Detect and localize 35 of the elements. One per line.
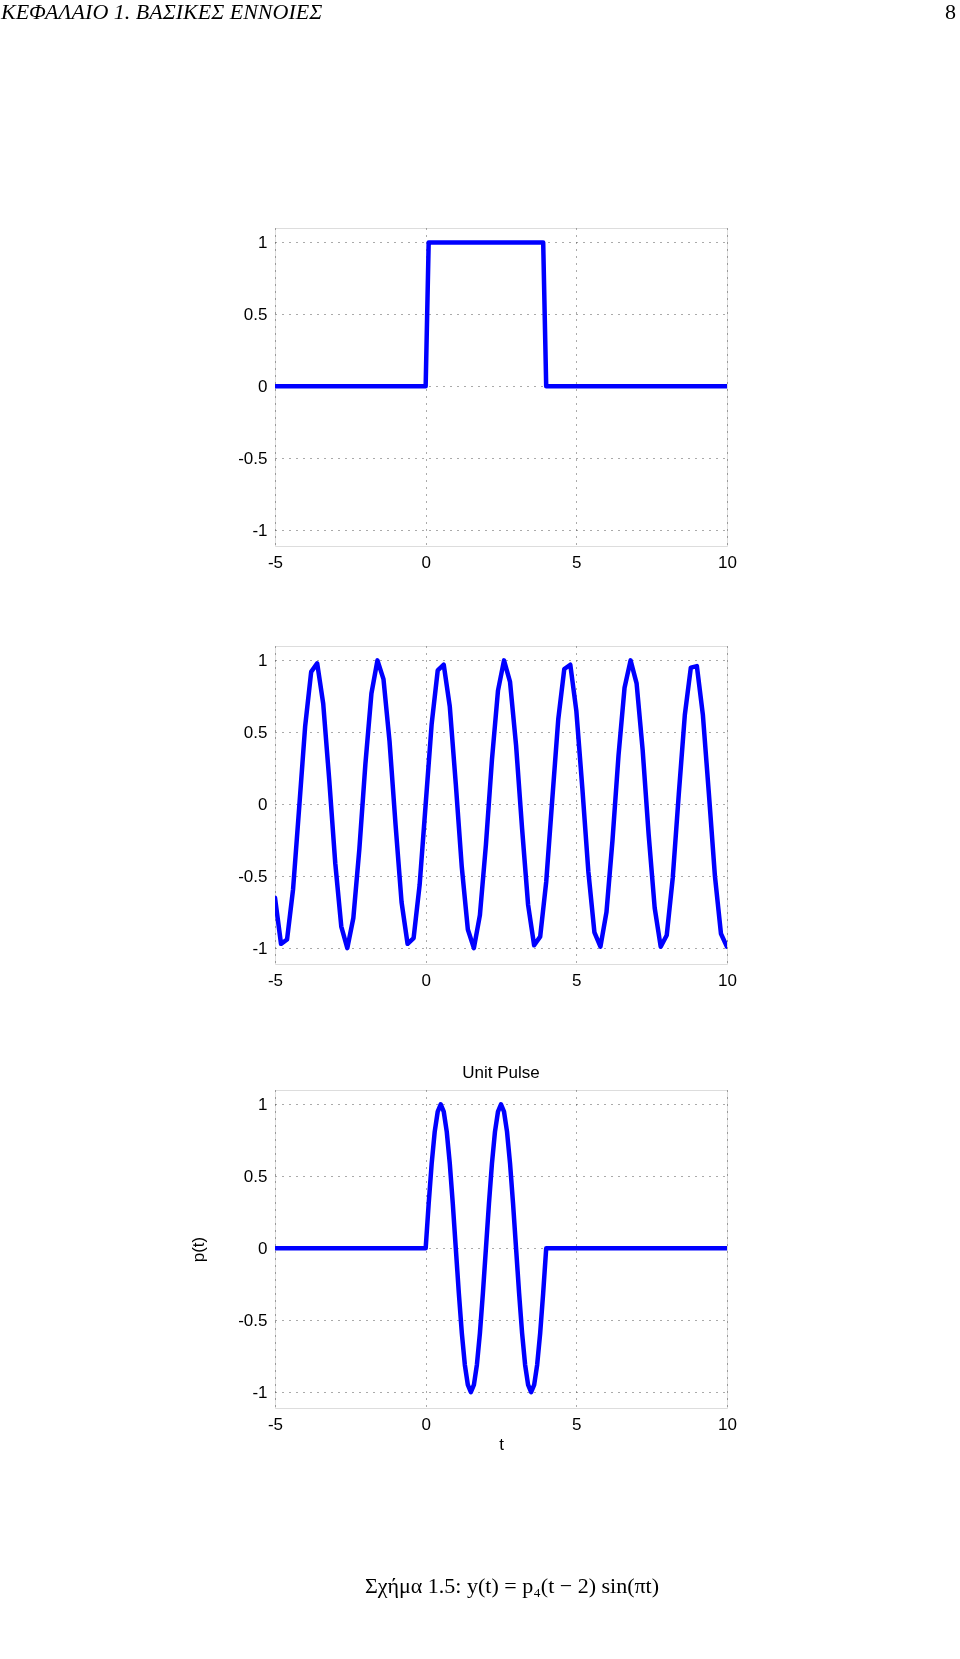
y-tick-label: -0.5	[238, 1310, 268, 1330]
y-tick-label: -1	[252, 1382, 268, 1402]
y-tick-label: 0.5	[243, 1166, 268, 1186]
y-tick-label: -0.5	[238, 866, 268, 886]
text: ΚΕΦΑΛΑΙΟ 1. ΒΑΣΙΚΕΣ ΕΝΝΟΙΕΣ	[0, 0, 323, 24]
x-tick-label: 0	[421, 970, 431, 990]
x-tick-label: 10	[718, 970, 737, 990]
x-tick-label: -5	[267, 1414, 284, 1434]
line-series	[275, 658, 727, 951]
text: 8	[945, 0, 956, 24]
y-tick-label: 0.5	[243, 304, 268, 324]
x-tick-label: 5	[572, 1414, 582, 1434]
y-tick-label: -1	[252, 520, 268, 540]
x-axis-title: t	[499, 1434, 505, 1454]
y-tick-label: -1	[252, 938, 268, 958]
x-tick-label: -5	[267, 552, 284, 572]
y-tick-label: 1	[258, 1094, 268, 1114]
y-tick-label: -0.5	[238, 448, 268, 468]
x-tick-label: -5	[267, 970, 284, 990]
line-series	[275, 1102, 727, 1395]
x-tick-label: 0	[421, 1414, 431, 1434]
text: Σχήμα 1.5: y(t) = p₄(t − 2) sin(πt)	[364, 1573, 660, 1598]
y-tick-label: 0	[258, 376, 268, 396]
x-tick-label: 5	[572, 552, 582, 572]
y-tick-label: 0	[258, 794, 268, 814]
x-tick-label: 5	[572, 970, 582, 990]
y-tick-label: 0	[258, 1238, 268, 1258]
chart-title: Unit Pulse	[462, 1063, 540, 1082]
y-tick-label: 0.5	[243, 722, 268, 742]
x-tick-label: 0	[421, 552, 431, 572]
y-tick-label: 1	[258, 650, 268, 670]
x-tick-label: 10	[718, 1414, 737, 1434]
y-tick-label: 1	[258, 232, 268, 252]
y-axis-title: p(t)	[189, 1236, 209, 1263]
x-tick-label: 10	[718, 552, 737, 572]
